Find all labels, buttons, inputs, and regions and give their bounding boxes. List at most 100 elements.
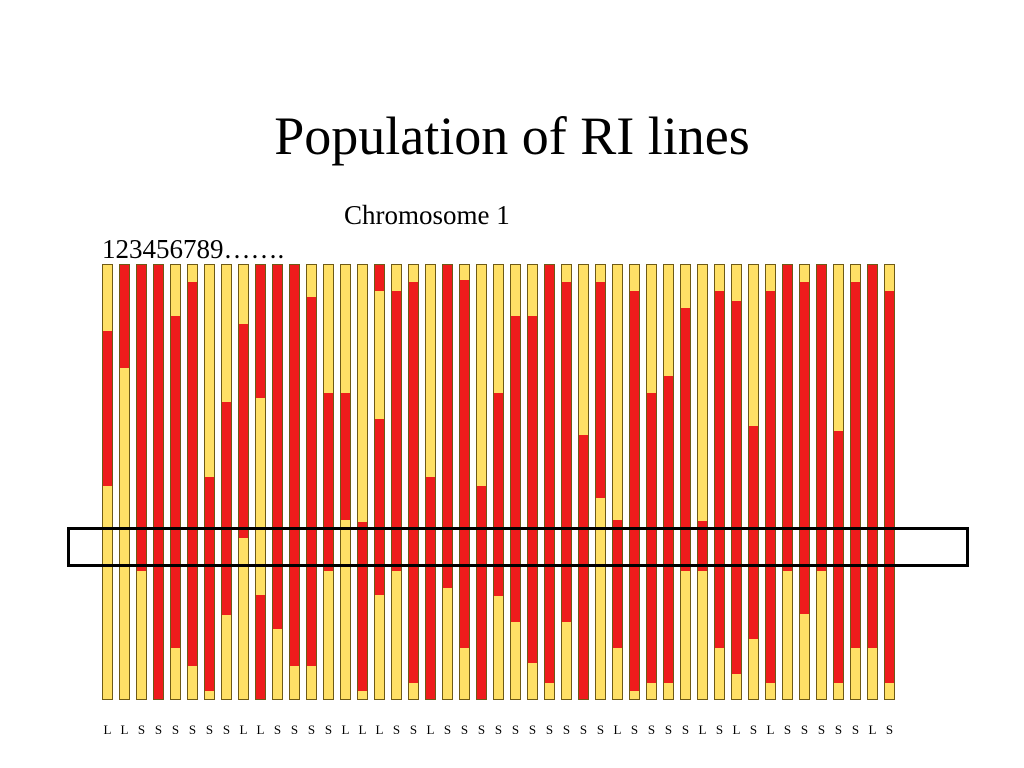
ri-line-bar-41	[782, 264, 793, 700]
ri-line-24-segment-1	[494, 265, 503, 394]
genotype-label-30: S	[596, 722, 605, 737]
ri-line-28-segment-4	[562, 622, 571, 699]
genotype-label-3: S	[137, 722, 146, 737]
ri-line-46-segment-1	[868, 265, 877, 648]
ri-line-17-segment-2	[375, 290, 384, 419]
ri-line-8-segment-3	[222, 614, 231, 699]
ri-line-24-segment-3	[494, 596, 503, 699]
ri-line-4-segment-1	[154, 265, 163, 699]
ri-line-31-segment-3	[613, 647, 622, 699]
ri-line-45-segment-3	[851, 647, 860, 699]
ri-line-bar-33	[646, 264, 657, 700]
ri-line-bar-6	[187, 264, 198, 700]
ri-line-16-segment-1	[358, 265, 367, 522]
genotype-label-11: S	[273, 722, 282, 737]
genotype-label-37: S	[715, 722, 724, 737]
genotype-label-1: L	[103, 722, 112, 737]
ri-line-23-segment-2	[477, 409, 486, 487]
ri-line-34-segment-2	[664, 375, 673, 683]
ri-line-bar-7	[204, 264, 215, 700]
ri-line-11-segment-1	[273, 265, 282, 629]
ri-line-38-segment-1	[732, 265, 741, 302]
ri-line-47-segment-1	[885, 265, 894, 291]
genotype-label-17: L	[375, 722, 384, 737]
ri-line-bar-40	[765, 264, 776, 700]
ri-line-22-segment-1	[460, 265, 469, 281]
ri-line-26-segment-1	[528, 265, 537, 316]
ri-line-bar-13	[306, 264, 317, 700]
ri-line-bar-39	[748, 264, 759, 700]
ri-line-44-segment-2	[834, 430, 843, 683]
ri-line-44-segment-3	[834, 682, 843, 699]
genotype-label-44: S	[834, 722, 843, 737]
ri-line-45-segment-1	[851, 265, 860, 282]
ri-line-42-segment-3	[800, 613, 809, 699]
genotype-label-26: S	[528, 722, 537, 737]
ri-line-22-segment-2	[460, 280, 469, 648]
ri-line-bar-24	[493, 264, 504, 700]
ri-line-40-segment-2	[766, 290, 775, 683]
ri-line-9-segment-3	[239, 537, 248, 699]
ri-line-42-segment-1	[800, 265, 809, 282]
ri-line-17-segment-3	[375, 418, 384, 596]
genotype-label-40: L	[766, 722, 775, 737]
ri-line-16-segment-3	[358, 691, 367, 699]
ri-line-13-segment-2	[307, 297, 316, 666]
ri-line-15-segment-1	[341, 265, 350, 394]
genotype-label-14: S	[324, 722, 333, 737]
ri-line-43-segment-1	[817, 265, 826, 571]
ri-line-38-segment-2	[732, 301, 741, 674]
ri-line-bar-4	[153, 264, 164, 700]
ri-line-bar-19	[408, 264, 419, 700]
ri-line-1-segment-2	[103, 330, 112, 487]
genotype-label-5: S	[171, 722, 180, 737]
genotype-label-7: S	[205, 722, 214, 737]
genotype-label-25: S	[511, 722, 520, 737]
ri-line-bar-45	[850, 264, 861, 700]
line-numbering-label: 123456789…….	[102, 234, 285, 264]
ri-line-30-segment-2	[596, 281, 605, 499]
ri-line-bar-38	[731, 264, 742, 700]
genotype-label-2: L	[120, 722, 129, 737]
genotype-label-23: S	[477, 722, 486, 737]
genotype-label-20: L	[426, 722, 435, 737]
ri-line-41-segment-2	[783, 570, 792, 699]
ri-line-40-segment-3	[766, 682, 775, 699]
ri-line-9-segment-1	[239, 265, 248, 324]
ri-line-35-segment-2	[681, 307, 690, 571]
ri-line-43-segment-2	[817, 570, 826, 699]
ri-line-31-segment-2	[613, 520, 622, 648]
ri-line-35-segment-3	[681, 570, 690, 699]
ri-line-29-segment-3	[579, 435, 588, 699]
ri-line-5-segment-1	[171, 265, 180, 316]
ri-line-5-segment-2	[171, 315, 180, 649]
ri-line-39-segment-2	[749, 426, 758, 639]
ri-line-8-segment-2	[222, 401, 231, 615]
ri-line-16-segment-2	[358, 521, 367, 692]
ri-line-21-segment-2	[443, 587, 452, 699]
ri-line-bar-37	[714, 264, 725, 700]
ri-line-18-segment-3	[392, 570, 401, 699]
genotype-label-42: S	[800, 722, 809, 737]
slide-title: Population of RI lines	[274, 106, 750, 166]
ri-line-39-segment-1	[749, 265, 758, 427]
ri-line-19-segment-3	[409, 682, 418, 699]
ri-line-bar-35	[680, 264, 691, 700]
ri-line-bars	[0, 264, 1024, 700]
ri-line-7-segment-3	[205, 691, 214, 699]
ri-line-5-segment-3	[171, 648, 180, 699]
ri-line-bar-14	[323, 264, 334, 700]
genotype-label-39: S	[749, 722, 758, 737]
ri-line-29-segment-2	[579, 393, 588, 436]
ri-line-bar-3	[136, 264, 147, 700]
ri-line-3-segment-2	[137, 570, 146, 699]
ri-line-bar-30	[595, 264, 606, 700]
ri-line-26-segment-3	[528, 663, 537, 699]
ri-line-7-segment-1	[205, 265, 214, 477]
genotype-label-34: S	[664, 722, 673, 737]
genotype-label-22: S	[460, 722, 469, 737]
ri-line-41-segment-1	[783, 265, 792, 571]
ri-line-35-segment-1	[681, 265, 690, 308]
ri-line-bar-25	[510, 264, 521, 700]
